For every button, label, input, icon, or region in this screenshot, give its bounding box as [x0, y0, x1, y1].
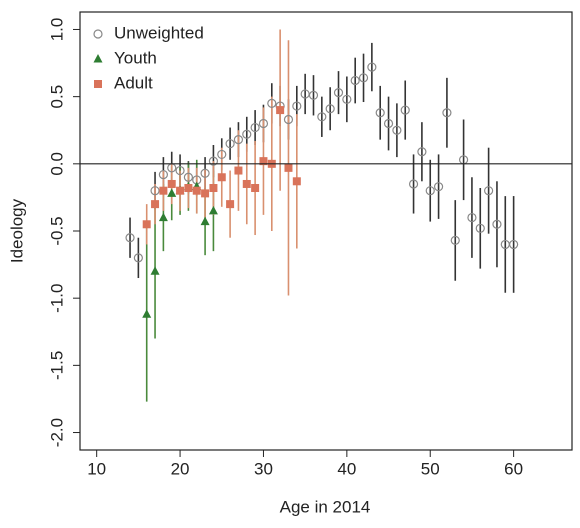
y-tick-label: -0.5 — [47, 216, 66, 245]
point — [400, 105, 410, 115]
point — [167, 188, 177, 197]
legend-label: Adult — [114, 73, 153, 92]
legend-label: Youth — [114, 48, 157, 67]
point — [250, 122, 260, 133]
point — [442, 108, 452, 118]
point — [284, 163, 293, 172]
point — [208, 205, 218, 215]
point — [417, 147, 427, 157]
point — [292, 101, 302, 111]
legend-marker — [94, 80, 102, 88]
y-tick-label: -2.0 — [47, 418, 66, 447]
point — [375, 108, 385, 118]
plot-area — [125, 29, 519, 402]
point — [125, 233, 135, 243]
point — [492, 219, 502, 229]
y-tick-label: -1.5 — [47, 351, 66, 380]
point — [158, 212, 168, 222]
point — [208, 156, 219, 166]
point — [276, 106, 285, 115]
point — [242, 179, 251, 188]
point — [433, 182, 444, 192]
x-tick-label: 50 — [421, 459, 440, 478]
point — [251, 184, 260, 193]
point — [308, 90, 319, 100]
point — [383, 118, 394, 129]
point — [259, 157, 268, 166]
y-tick-label: 1.0 — [47, 18, 66, 42]
point — [317, 112, 327, 122]
plot-frame — [79, 11, 573, 451]
point — [150, 186, 160, 196]
point — [217, 149, 227, 160]
x-tick-label: 20 — [171, 459, 190, 478]
point — [167, 179, 176, 188]
point — [184, 184, 193, 193]
point — [209, 184, 218, 193]
y-tick-label: 0.5 — [47, 85, 66, 109]
point — [159, 186, 168, 195]
point — [450, 235, 460, 246]
x-axis-label: Age in 2014 — [280, 497, 371, 516]
point — [358, 73, 369, 83]
point — [408, 179, 419, 189]
y-axis-label: Ideology — [7, 198, 26, 263]
point — [342, 94, 352, 104]
legend-marker — [93, 29, 103, 39]
point — [509, 239, 519, 250]
point — [258, 118, 269, 129]
point — [333, 88, 344, 98]
point — [133, 253, 143, 263]
point — [325, 104, 335, 114]
point — [151, 200, 160, 209]
y-tick-label: 0.0 — [47, 152, 66, 176]
point — [175, 165, 185, 176]
point — [283, 114, 294, 125]
point — [142, 220, 151, 229]
point — [367, 62, 377, 72]
x-tick-label: 30 — [254, 459, 273, 478]
point — [192, 186, 201, 195]
legend-label: Unweighted — [114, 23, 204, 42]
point — [267, 98, 277, 108]
x-tick-label: 60 — [504, 459, 523, 478]
x-tick-label: 40 — [337, 459, 356, 478]
point — [201, 189, 210, 198]
point — [242, 129, 252, 139]
x-tick-label: 10 — [87, 459, 106, 478]
point — [200, 216, 210, 226]
point — [142, 309, 152, 318]
point — [158, 169, 168, 180]
point — [226, 200, 235, 209]
point — [150, 266, 160, 275]
point — [484, 186, 494, 196]
legend-marker — [93, 54, 103, 63]
point — [392, 125, 402, 135]
y-tick-label: -1.0 — [47, 284, 66, 313]
point — [225, 139, 235, 149]
point — [176, 186, 185, 195]
point — [350, 75, 360, 86]
point — [200, 168, 210, 178]
point — [234, 166, 243, 175]
point — [183, 172, 194, 182]
point — [217, 173, 226, 182]
point — [292, 177, 301, 186]
point — [467, 212, 477, 223]
point — [233, 135, 244, 145]
point — [475, 223, 485, 233]
point — [425, 186, 435, 196]
